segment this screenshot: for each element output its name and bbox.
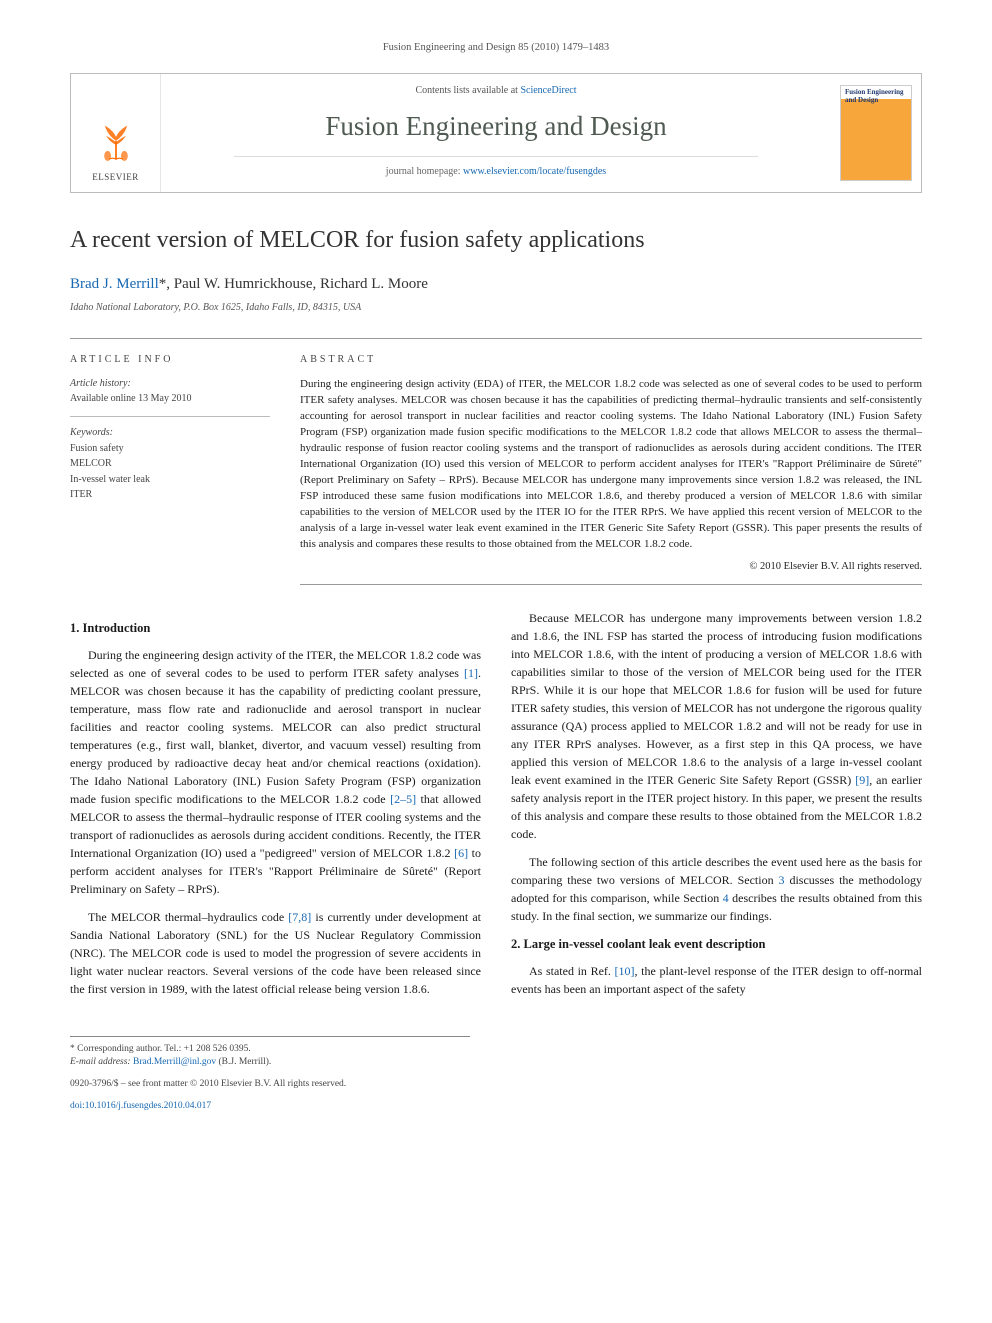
journal-cover-block: Fusion Engineering and Design [831,74,921,191]
abstract-text: During the engineering design activity (… [300,377,922,552]
elsevier-wordmark: ELSEVIER [92,171,139,184]
elsevier-tree-icon [86,108,146,168]
article-info-column: article info Article history: Available … [70,353,270,585]
keyword-item: Fusion safety [70,442,270,457]
author-rest: , Paul W. Humrickhouse, Richard L. Moore [166,276,428,292]
ref-link-7-8[interactable]: [7,8] [288,910,311,924]
article-info-heading: article info [70,353,270,368]
journal-homepage-line: journal homepage: www.elsevier.com/locat… [234,156,757,180]
abstract-heading: abstract [300,353,922,368]
sciencedirect-link[interactable]: ScienceDirect [520,85,576,96]
ref-link-1[interactable]: [1] [464,666,478,680]
keyword-item: In-vessel water leak [70,473,270,488]
ref-link-9[interactable]: [9] [855,773,869,787]
affiliation: Idaho National Laboratory, P.O. Box 1625… [70,301,922,316]
keyword-item: MELCOR [70,457,270,472]
homepage-prefix: journal homepage: [386,166,463,177]
section-1-heading: 1. Introduction [70,619,481,638]
article-history-value: Available online 13 May 2010 [70,392,270,407]
doi-link[interactable]: doi:10.1016/j.fusengdes.2010.04.017 [70,1101,211,1111]
text-run: As stated in Ref. [529,964,615,978]
email-label: E-mail address: [70,1057,133,1067]
publisher-logo-block: ELSEVIER [71,74,161,191]
front-matter-line: 0920-3796/$ – see front matter © 2010 El… [70,1078,470,1092]
article-history-label: Article history: [70,377,270,392]
author-email-link[interactable]: Brad.Merrill@inl.gov [133,1057,216,1067]
author-corresponding[interactable]: Brad J. Merrill [70,276,159,292]
corresponding-author-footnote: * Corresponding author. Tel.: +1 208 526… [70,1043,470,1057]
keyword-item: ITER [70,488,270,503]
text-run: The MELCOR thermal–hydraulics code [88,910,288,924]
journal-banner: ELSEVIER Contents lists available at Sci… [70,73,922,192]
section-2-p1: As stated in Ref. [10], the plant-level … [511,962,922,998]
journal-name: Fusion Engineering and Design [169,107,823,146]
section-2-heading: 2. Large in-vessel coolant leak event de… [511,935,922,954]
abstract-copyright: © 2010 Elsevier B.V. All rights reserved… [300,559,922,574]
ref-link-10[interactable]: [10] [615,964,635,978]
article-title: A recent version of MELCOR for fusion sa… [70,223,922,258]
contents-prefix: Contents lists available at [415,85,520,96]
ref-link-2-5[interactable]: [2–5] [390,792,416,806]
text-run: . MELCOR was chosen because it has the c… [70,666,481,806]
text-run: During the engineering design activity o… [70,648,481,680]
abstract-column: abstract During the engineering design a… [300,353,922,585]
ref-link-6[interactable]: [6] [454,846,468,860]
journal-homepage-link[interactable]: www.elsevier.com/locate/fusengdes [463,166,606,177]
email-footnote: E-mail address: Brad.Merrill@inl.gov (B.… [70,1056,470,1070]
journal-cover-thumbnail: Fusion Engineering and Design [840,85,912,181]
section-1-p1: During the engineering design activity o… [70,646,481,898]
keywords-label: Keywords: [70,426,270,441]
article-body: 1. Introduction During the engineering d… [70,609,922,1008]
footnotes: * Corresponding author. Tel.: +1 208 526… [70,1036,470,1114]
cover-title: Fusion Engineering and Design [845,89,907,104]
email-suffix: (B.J. Merrill). [216,1057,271,1067]
text-run: Because MELCOR has undergone many improv… [511,611,922,787]
author-list: Brad J. Merrill*, Paul W. Humrickhouse, … [70,274,922,296]
section-1-p2: The MELCOR thermal–hydraulics code [7,8]… [70,908,481,998]
doi-line: doi:10.1016/j.fusengdes.2010.04.017 [70,1100,470,1114]
section-1-p4: The following section of this article de… [511,853,922,925]
section-1-p3: Because MELCOR has undergone many improv… [511,609,922,843]
running-head: Fusion Engineering and Design 85 (2010) … [70,40,922,55]
contents-available-line: Contents lists available at ScienceDirec… [169,84,823,99]
